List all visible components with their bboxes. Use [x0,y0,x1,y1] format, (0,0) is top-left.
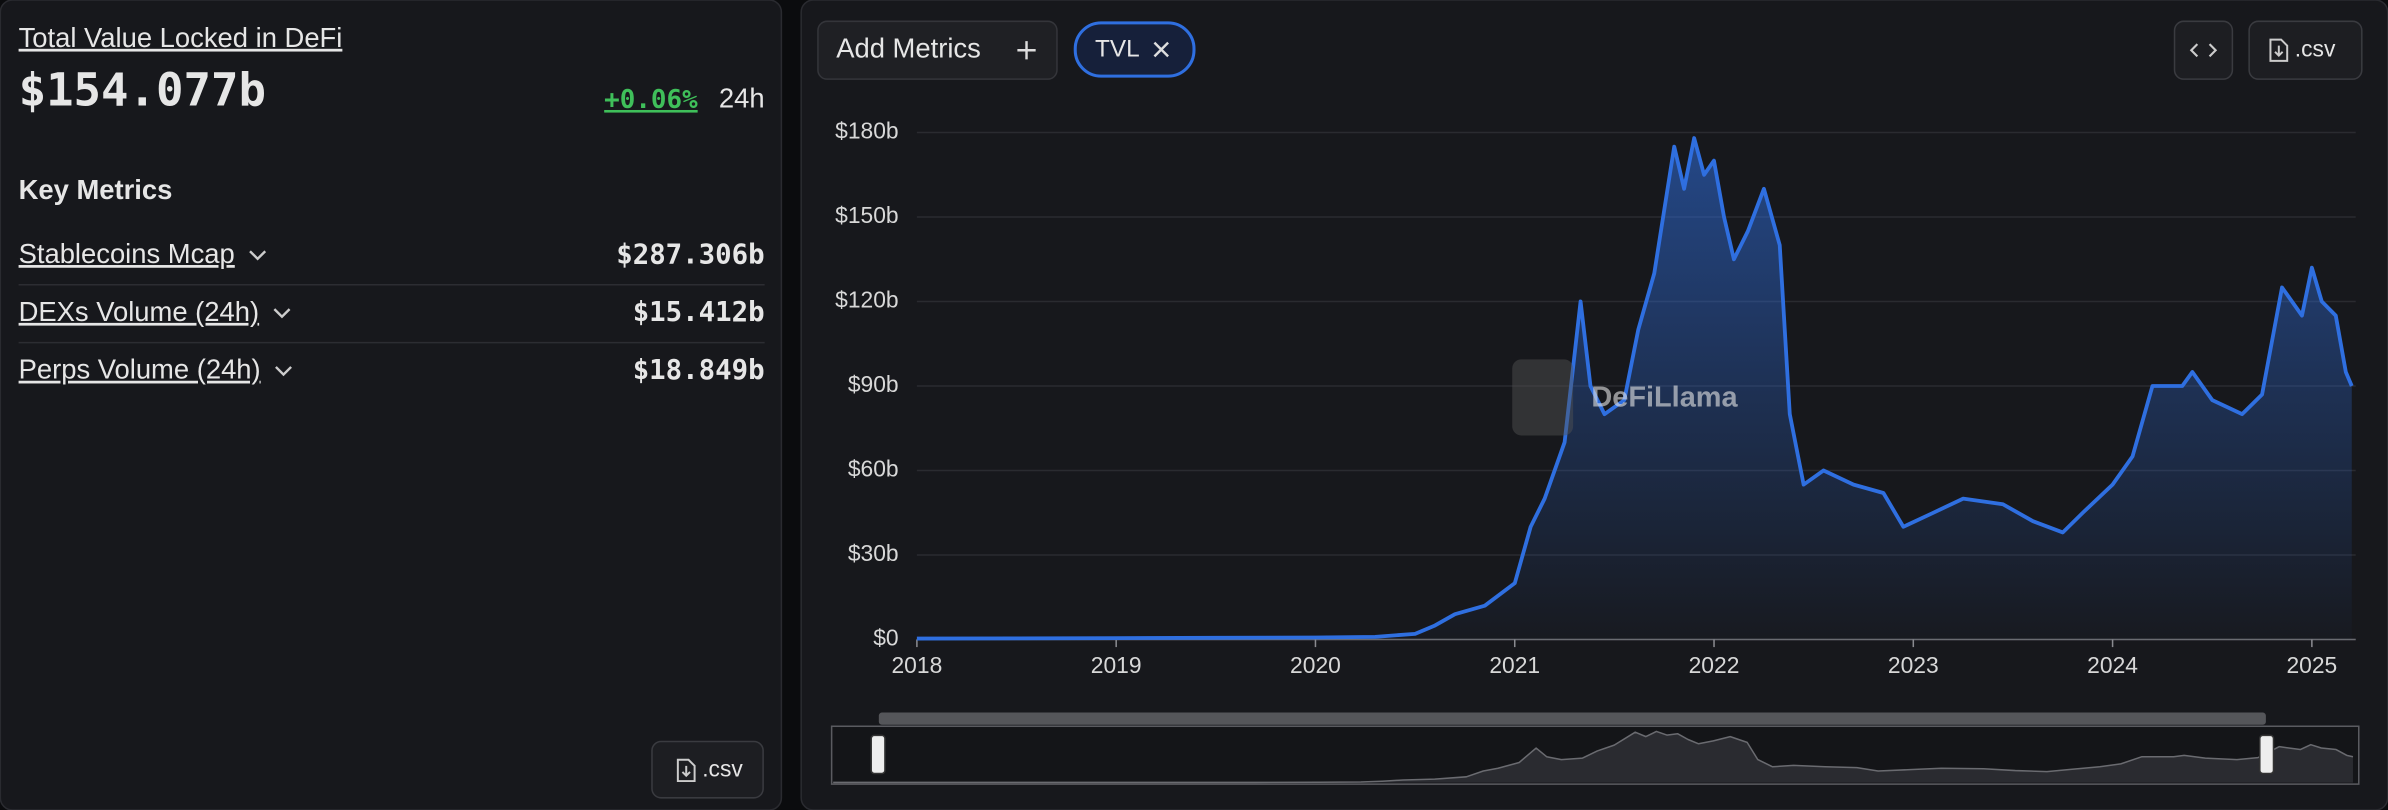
y-tick-label: $120b [835,286,898,312]
csv-label[interactable]: .csv [702,755,743,781]
add-metrics-button[interactable] [817,20,1058,80]
y-tick-label: $90b [848,371,899,397]
embed-button[interactable] [2173,20,2234,80]
tvl-chip-label[interactable]: TVL [1095,36,1140,63]
plus-icon [1017,41,1036,60]
metric-name[interactable]: Stablecoins Mcap [19,238,235,269]
tvl-value: $154.077b [19,63,266,116]
csv-button[interactable] [651,740,764,799]
brush-handle-left[interactable] [870,734,886,775]
y-tick-label: $0 [873,625,898,651]
y-tick-label: $180b [835,117,898,143]
metric-name[interactable]: Perps Volume (24h) [19,354,261,385]
brush-preview [833,730,2354,784]
csv-label[interactable]: .csv [2295,35,2336,61]
chevron-icon [273,308,291,319]
chevron-icon [249,250,267,261]
tvl-period: 24h [719,83,765,114]
brush-handle-bar[interactable] [878,712,2266,725]
download-icon [676,758,696,783]
tvl-line [916,136,2354,641]
metric-value: $18.849b [633,355,765,386]
csv-button[interactable] [2248,20,2363,80]
y-tick-label: $60b [848,456,899,482]
watermark-logo [1512,359,1574,436]
x-tick-label: 2024 [2087,652,2138,678]
plot: $0 $30b $60b $90b $120b $150b $180b 2018 2019 202… [835,117,2356,678]
metric-value: $287.306b [616,239,764,270]
tvl-area [916,138,2352,640]
y-tick-label: $30b [848,540,899,566]
download-icon [2269,38,2289,62]
x-tick-label: 2020 [1290,652,1341,678]
add-metrics-label[interactable]: Add Metrics [836,32,981,63]
x-tick-label: 2018 [891,652,942,678]
tvl-title: Total Value Locked in DeFi [19,22,343,53]
metric-value: $15.412b [633,297,765,328]
brush-handle-right[interactable] [2259,734,2275,775]
close-icon[interactable] [1153,41,1169,58]
key-metrics-title: Key Metrics [19,174,173,205]
x-tick-label: 2022 [1689,652,1740,678]
key-metrics: Stablecoins Mcap $287.306b DEXs Volume (24… [18,238,765,386]
x-tick-label: 2021 [1489,652,1540,678]
metric-name[interactable]: DEXs Volume (24h) [19,296,260,327]
x-tick-label: 2025 [2286,652,2337,678]
tvl-change: +0.06% [604,85,698,115]
embed-icon [2189,43,2218,58]
brush-area [833,731,2353,783]
watermark: DeFiLlama [1591,382,1738,414]
brush-line [833,730,2354,784]
y-tick-label: $150b [835,202,898,228]
x-tick-label: 2023 [1888,652,1939,678]
summary-panel [0,0,783,810]
chevron-icon [275,366,292,377]
tvl-chip[interactable] [1073,21,1196,78]
x-tick-label: 2019 [1091,652,1142,678]
